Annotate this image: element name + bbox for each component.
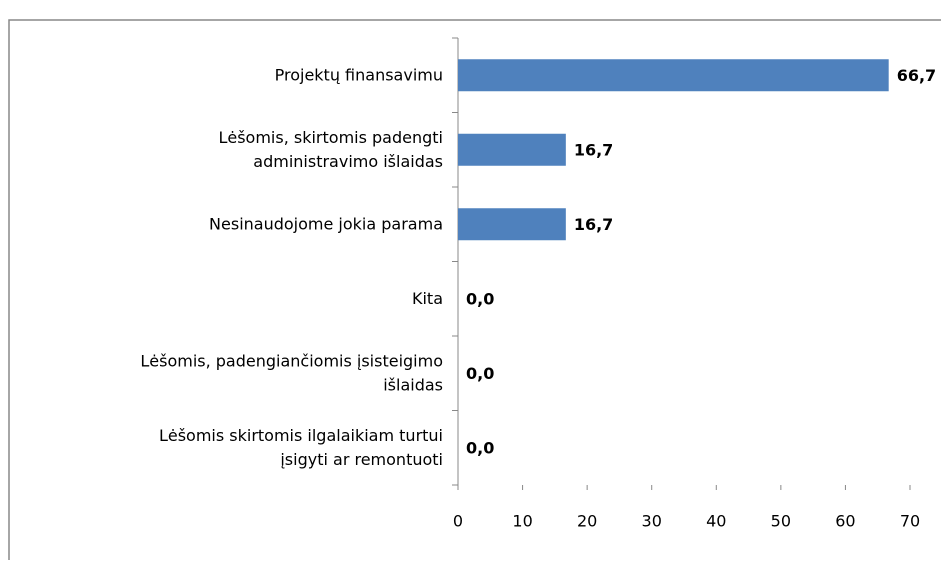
category-label-line: Projektų finansavimu xyxy=(275,65,443,84)
value-label: 0,0 xyxy=(466,364,494,383)
x-tick-label: 30 xyxy=(642,512,662,531)
x-tick-label: 50 xyxy=(771,512,791,531)
category-label-line: administravimo išlaidas xyxy=(253,151,443,170)
chart-border xyxy=(8,19,941,564)
x-tick-label: 40 xyxy=(706,512,726,531)
value-label: 66,7 xyxy=(897,66,936,85)
value-label: 0,0 xyxy=(466,289,494,308)
category-label: Kita xyxy=(412,288,443,307)
category-label: Nesinaudojome jokia parama xyxy=(209,214,443,233)
x-tick-label: 10 xyxy=(512,512,532,531)
category-label-line: Kita xyxy=(412,288,443,307)
category-label-line: Lėšomis, padengiančiomis įsisteigimo xyxy=(140,351,443,370)
x-tick-label: 70 xyxy=(900,512,920,531)
bar xyxy=(458,208,566,241)
x-tick-label: 20 xyxy=(577,512,597,531)
x-tick-label: 0 xyxy=(453,512,463,531)
category-label-line: Lėšomis, skirtomis padengti xyxy=(218,127,443,146)
x-tick-label: 60 xyxy=(835,512,855,531)
value-label: 0,0 xyxy=(466,438,494,457)
category-label: Lėšomis skirtomis ilgalaikiam turtui įsig… xyxy=(159,425,443,468)
category-label: Lėšomis, padengiančiomis įsisteigimo išla… xyxy=(140,351,443,394)
bar xyxy=(458,133,566,166)
category-label-line: Lėšomis skirtomis ilgalaikiam turtui xyxy=(159,425,443,444)
category-label: Projektų finansavimu xyxy=(275,65,443,84)
category-label-line: įsigyti ar remontuoti xyxy=(280,449,443,468)
category-label: Lėšomis, skirtomis padengti administravim… xyxy=(218,127,443,170)
value-label: 16,7 xyxy=(574,140,613,159)
bar xyxy=(458,59,889,92)
category-label-line: Nesinaudojome jokia parama xyxy=(209,214,443,233)
value-label: 16,7 xyxy=(574,215,613,234)
category-label-line: išlaidas xyxy=(383,375,443,394)
